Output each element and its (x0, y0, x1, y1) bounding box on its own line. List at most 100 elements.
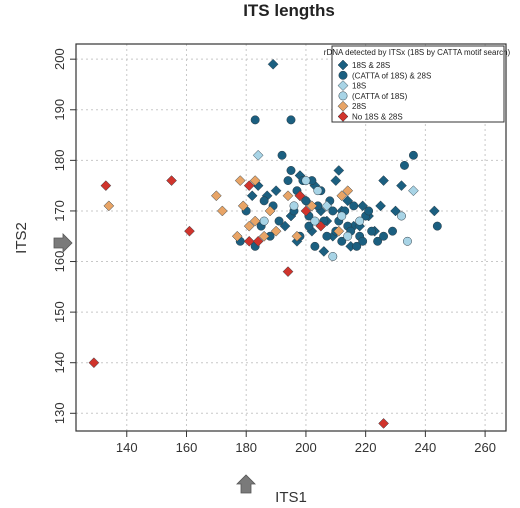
data-point (333, 165, 345, 176)
data-point (322, 231, 332, 241)
data-point (408, 185, 419, 197)
data-point (231, 230, 243, 242)
data-point (258, 230, 270, 242)
data-point (282, 190, 294, 202)
data-point (337, 211, 347, 221)
data-point (252, 235, 264, 247)
legend-entry-label: 28S (352, 102, 366, 111)
legend-marker (337, 59, 349, 71)
data-point (246, 190, 258, 202)
y-tick-label: 200 (52, 48, 67, 70)
x-reference-arrow-icon (236, 474, 256, 494)
y-tick-label: 180 (52, 150, 67, 172)
x-tick-label: 220 (355, 440, 377, 455)
x-tick-label: 240 (415, 440, 437, 455)
data-point (378, 175, 389, 186)
legend: rDNA detected by ITSx (18S by CATTA moti… (324, 45, 511, 123)
data-point (270, 185, 282, 197)
data-point (367, 226, 377, 236)
data-point (300, 205, 312, 217)
data-point (286, 166, 296, 175)
data-point (333, 225, 345, 237)
data-point (352, 241, 362, 251)
data-point (355, 216, 365, 226)
data-point (349, 201, 359, 211)
data-point (313, 186, 323, 196)
data-point (184, 225, 195, 237)
data-point (289, 201, 299, 211)
data-points (88, 58, 503, 429)
data-point (400, 160, 409, 170)
data-point (403, 236, 412, 246)
y-tick-label: 170 (52, 200, 67, 222)
legend-marker (338, 70, 348, 80)
data-point (336, 190, 348, 202)
x-axis-label: ITS1 (275, 489, 307, 506)
data-point (237, 200, 249, 212)
data-point (301, 176, 311, 186)
axis-ticks: 140 160 180 200 220 240 260 130 140 150 160 170 180 1… (52, 48, 496, 455)
legend-entry-label: No 18S & 28S (352, 113, 403, 122)
x-tick-label: 140 (116, 440, 138, 455)
data-point (252, 149, 264, 161)
x-tick-label: 160 (176, 440, 198, 455)
data-point (301, 196, 311, 206)
data-point (282, 266, 294, 278)
data-point (343, 231, 353, 241)
data-point (88, 357, 100, 369)
data-point (373, 236, 383, 246)
legend-marker (338, 91, 348, 101)
data-point (249, 175, 261, 186)
data-point (210, 190, 222, 202)
legend-entry-label: 18S (352, 82, 366, 91)
data-point (283, 176, 293, 186)
data-point (342, 195, 354, 207)
data-point (249, 215, 261, 227)
data-point (264, 205, 276, 217)
x-tick-label: 200 (295, 440, 317, 455)
data-point (375, 200, 386, 212)
y-tick-label: 190 (52, 99, 67, 121)
data-point (408, 150, 418, 160)
reference-arrows (53, 233, 256, 494)
data-point (330, 175, 342, 186)
plot-frame (75, 43, 507, 432)
data-point (358, 236, 368, 246)
data-point (304, 221, 314, 231)
data-point (315, 220, 327, 232)
legend-title: rDNA detected by ITSx (18S by CATTA moti… (324, 48, 511, 57)
data-point (250, 115, 260, 125)
y-tick-label: 160 (52, 251, 67, 273)
data-point (337, 236, 347, 246)
y-tick-label: 140 (52, 352, 67, 374)
data-point (432, 221, 442, 231)
y-axis-label: ITS2 (13, 222, 30, 254)
legend-marker (337, 80, 349, 91)
data-point (270, 225, 282, 237)
data-point (397, 211, 406, 221)
y-tick-label: 150 (52, 301, 67, 323)
data-point (379, 231, 389, 241)
data-point (291, 230, 303, 242)
y-reference-arrow-icon (53, 233, 73, 253)
data-point (396, 180, 407, 192)
data-point (286, 115, 296, 125)
chart-title: ITS lengths (243, 1, 335, 20)
data-point (259, 196, 269, 206)
x-tick-label: 260 (474, 440, 496, 455)
data-point (306, 200, 318, 212)
data-point (328, 206, 338, 216)
data-point (310, 241, 320, 251)
legend-entry-label: 18S & 28S (352, 61, 390, 70)
legend-entry-label: (CATTA of 18S) (352, 92, 408, 101)
legend-entry-label: (CATTA of 18S) & 28S (352, 71, 431, 80)
data-point (234, 175, 246, 186)
legend-box (331, 45, 505, 123)
data-point (328, 252, 338, 261)
data-point (388, 226, 397, 236)
data-point (103, 200, 115, 212)
data-point (274, 216, 284, 226)
data-point (267, 58, 279, 70)
data-point (100, 180, 112, 192)
